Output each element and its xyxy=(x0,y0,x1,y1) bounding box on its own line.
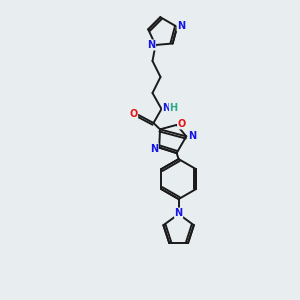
Text: O: O xyxy=(129,109,138,119)
Text: N: N xyxy=(147,40,156,50)
Text: N: N xyxy=(188,131,196,141)
Text: N: N xyxy=(177,21,185,31)
Text: H: H xyxy=(169,103,178,113)
Text: N: N xyxy=(150,144,158,154)
Text: N: N xyxy=(175,208,183,218)
Text: O: O xyxy=(178,119,186,129)
Text: N: N xyxy=(162,103,171,113)
